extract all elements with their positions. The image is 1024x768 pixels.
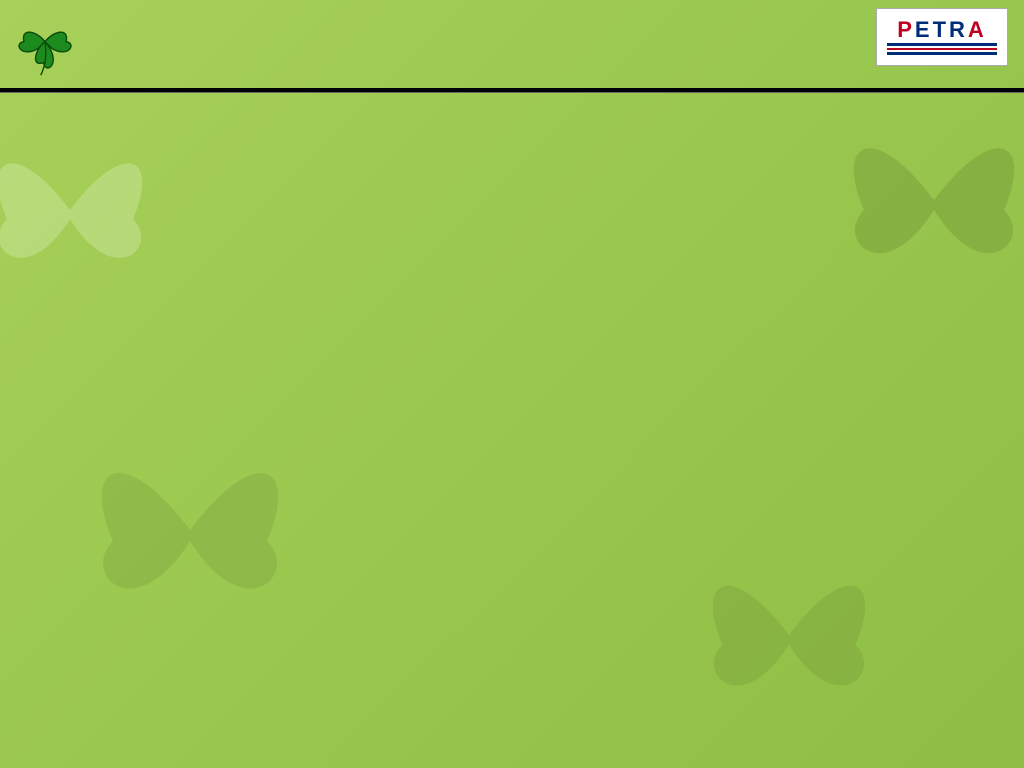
chart-svg: [30, 110, 990, 710]
clover-icon: [10, 8, 80, 78]
logo-text: PETRA: [897, 19, 987, 41]
header-rule: [0, 88, 1024, 93]
petra-logo: PETRA: [876, 8, 1008, 66]
capacity-chart: [30, 110, 990, 710]
slide: PETRA: [0, 0, 1024, 768]
